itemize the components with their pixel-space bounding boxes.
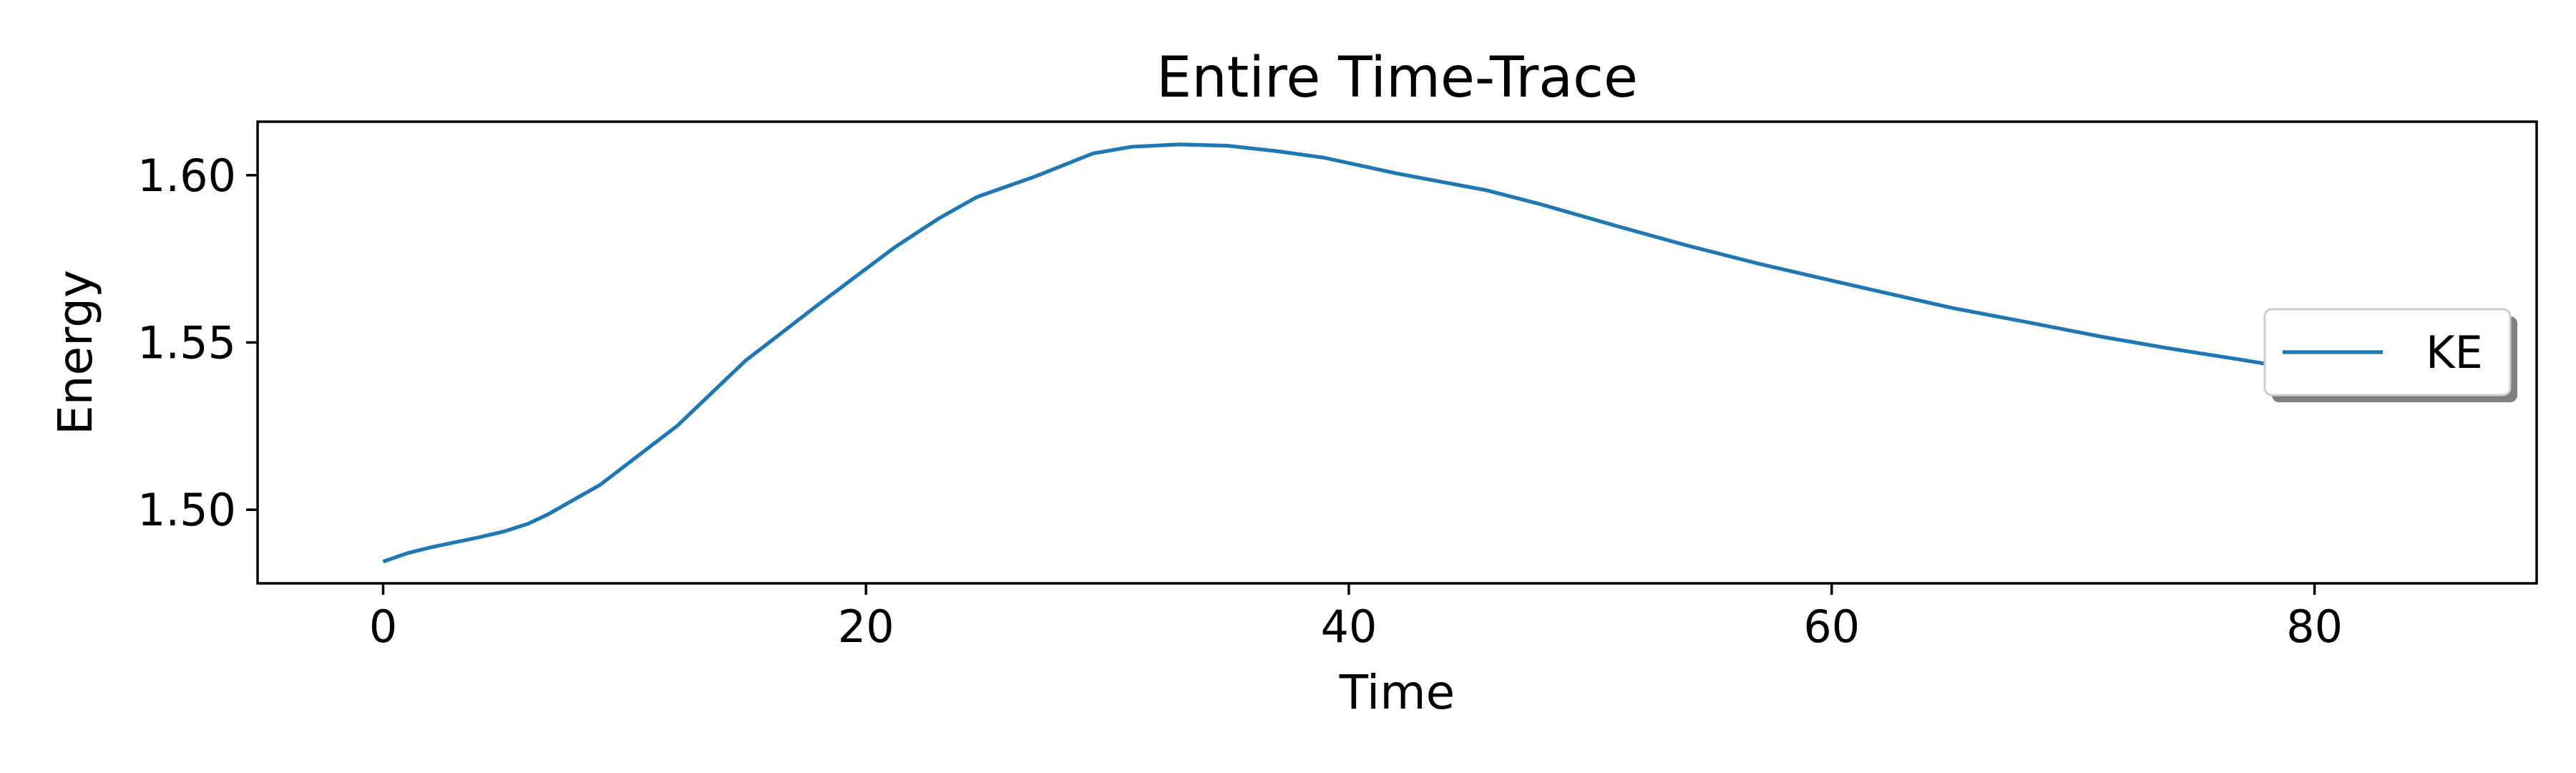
axes-layer: 0 20 40 60 80 1.50 1.55 1.60 — [137, 120, 2538, 653]
x-tick-label: 60 — [1803, 601, 1860, 653]
legend: KE — [2263, 308, 2517, 402]
series-line-ke — [382, 142, 2316, 564]
x-tick-label: 80 — [2286, 601, 2343, 653]
x-tick-label: 40 — [1321, 601, 1377, 653]
axes-frame — [256, 120, 2538, 585]
y-tick-label: 1.60 — [137, 150, 236, 202]
y-tick-label: 1.55 — [137, 316, 236, 369]
plot-layer — [382, 142, 2316, 564]
x-tick-label: 20 — [838, 601, 894, 653]
y-tick-label: 1.50 — [137, 484, 236, 536]
y-axis-label: Energy — [48, 270, 103, 435]
legend-box — [2263, 308, 2512, 397]
chart-title: Entire Time-Trace — [1156, 46, 1638, 110]
legend-label: KE — [2426, 326, 2483, 379]
x-tick-label: 0 — [369, 601, 397, 653]
x-axis-label: Time — [1339, 665, 1455, 720]
